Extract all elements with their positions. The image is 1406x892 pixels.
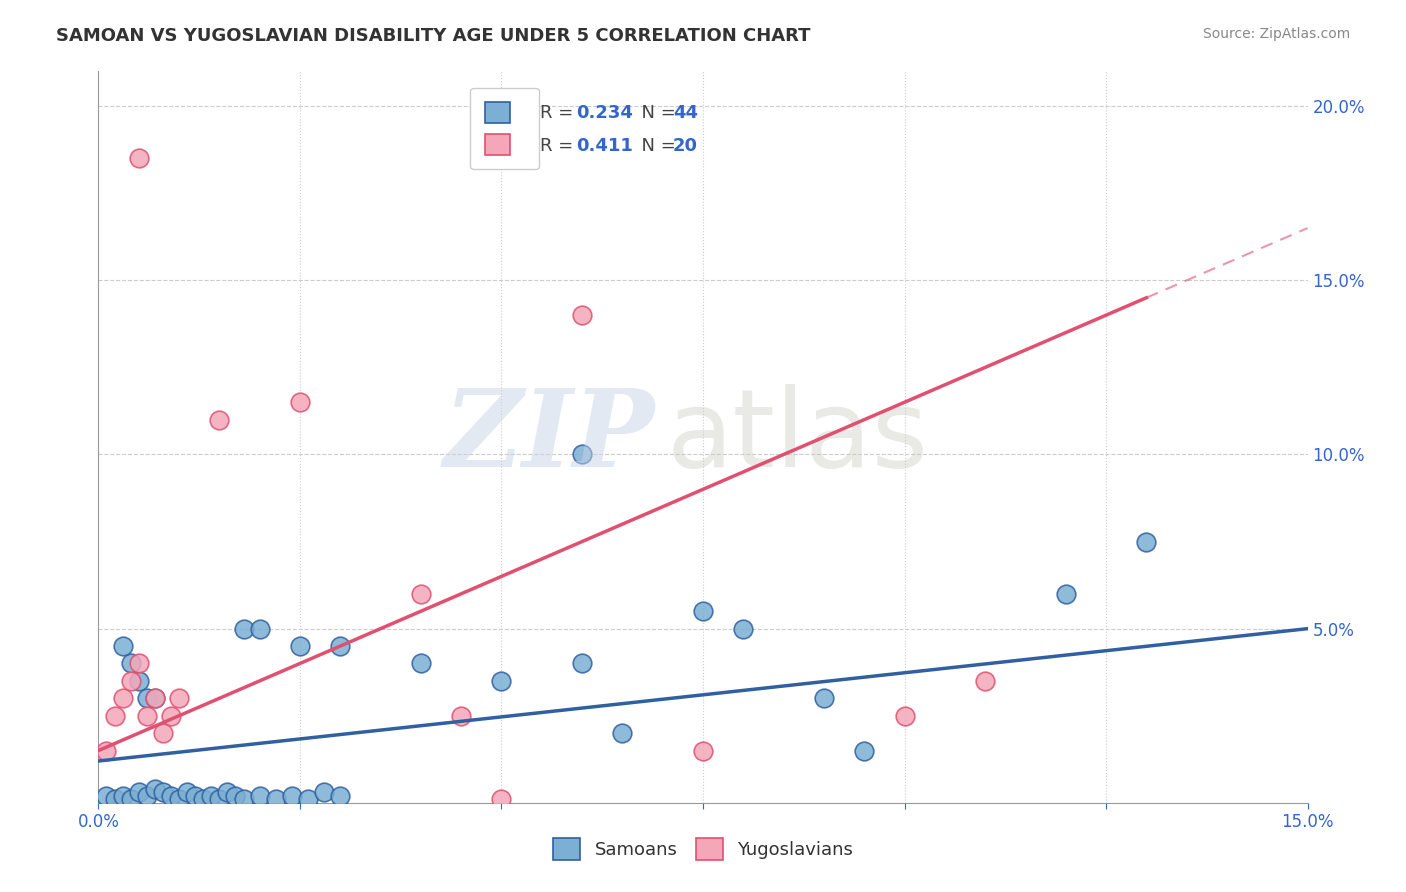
- Text: Source: ZipAtlas.com: Source: ZipAtlas.com: [1202, 27, 1350, 41]
- Point: [143, 691, 166, 706]
- Point: [193, 792, 215, 806]
- Text: atlas: atlas: [666, 384, 929, 490]
- Point: [120, 673, 142, 688]
- Point: [96, 743, 118, 757]
- Point: [111, 691, 134, 706]
- Point: [571, 657, 593, 671]
- Point: [288, 395, 311, 409]
- Point: [1054, 587, 1077, 601]
- Point: [167, 792, 190, 806]
- Point: [297, 792, 319, 806]
- Point: [232, 792, 254, 806]
- Point: [111, 639, 134, 653]
- Point: [135, 789, 157, 803]
- Point: [217, 785, 239, 799]
- Point: [450, 708, 472, 723]
- Point: [491, 673, 513, 688]
- Point: [160, 789, 183, 803]
- Text: R =: R =: [540, 137, 579, 155]
- Point: [160, 708, 183, 723]
- Point: [232, 622, 254, 636]
- Point: [893, 708, 915, 723]
- Point: [143, 691, 166, 706]
- Point: [152, 785, 174, 799]
- Point: [96, 789, 118, 803]
- Point: [974, 673, 997, 688]
- Point: [143, 781, 166, 796]
- Point: [853, 743, 876, 757]
- Point: [264, 792, 287, 806]
- Text: SAMOAN VS YUGOSLAVIAN DISABILITY AGE UNDER 5 CORRELATION CHART: SAMOAN VS YUGOSLAVIAN DISABILITY AGE UND…: [56, 27, 811, 45]
- Legend: Samoans, Yugoslavians: Samoans, Yugoslavians: [546, 830, 860, 867]
- Point: [733, 622, 755, 636]
- Point: [281, 789, 304, 803]
- Point: [120, 792, 142, 806]
- Point: [128, 673, 150, 688]
- Point: [571, 448, 593, 462]
- Point: [571, 308, 593, 322]
- Point: [152, 726, 174, 740]
- Text: N =: N =: [630, 104, 682, 122]
- Point: [111, 789, 134, 803]
- Point: [200, 789, 222, 803]
- Text: 0.234: 0.234: [576, 104, 633, 122]
- Point: [208, 792, 231, 806]
- Point: [1135, 534, 1157, 549]
- Point: [128, 152, 150, 166]
- Point: [184, 789, 207, 803]
- Point: [135, 708, 157, 723]
- Point: [409, 587, 432, 601]
- Text: N =: N =: [630, 137, 682, 155]
- Point: [208, 412, 231, 426]
- Text: R =: R =: [540, 104, 579, 122]
- Point: [249, 622, 271, 636]
- Point: [491, 792, 513, 806]
- Point: [692, 743, 714, 757]
- Point: [314, 785, 336, 799]
- Point: [612, 726, 634, 740]
- Point: [224, 789, 246, 803]
- Point: [409, 657, 432, 671]
- Point: [176, 785, 198, 799]
- Point: [103, 792, 125, 806]
- Point: [135, 691, 157, 706]
- Point: [329, 789, 352, 803]
- Point: [249, 789, 271, 803]
- Point: [128, 657, 150, 671]
- Text: 20: 20: [672, 137, 697, 155]
- Point: [167, 691, 190, 706]
- Point: [288, 639, 311, 653]
- Point: [813, 691, 835, 706]
- Point: [128, 785, 150, 799]
- Point: [103, 708, 125, 723]
- Text: 0.411: 0.411: [576, 137, 633, 155]
- Point: [329, 639, 352, 653]
- Point: [120, 657, 142, 671]
- Text: 44: 44: [672, 104, 697, 122]
- Text: ZIP: ZIP: [443, 384, 655, 490]
- Point: [692, 604, 714, 618]
